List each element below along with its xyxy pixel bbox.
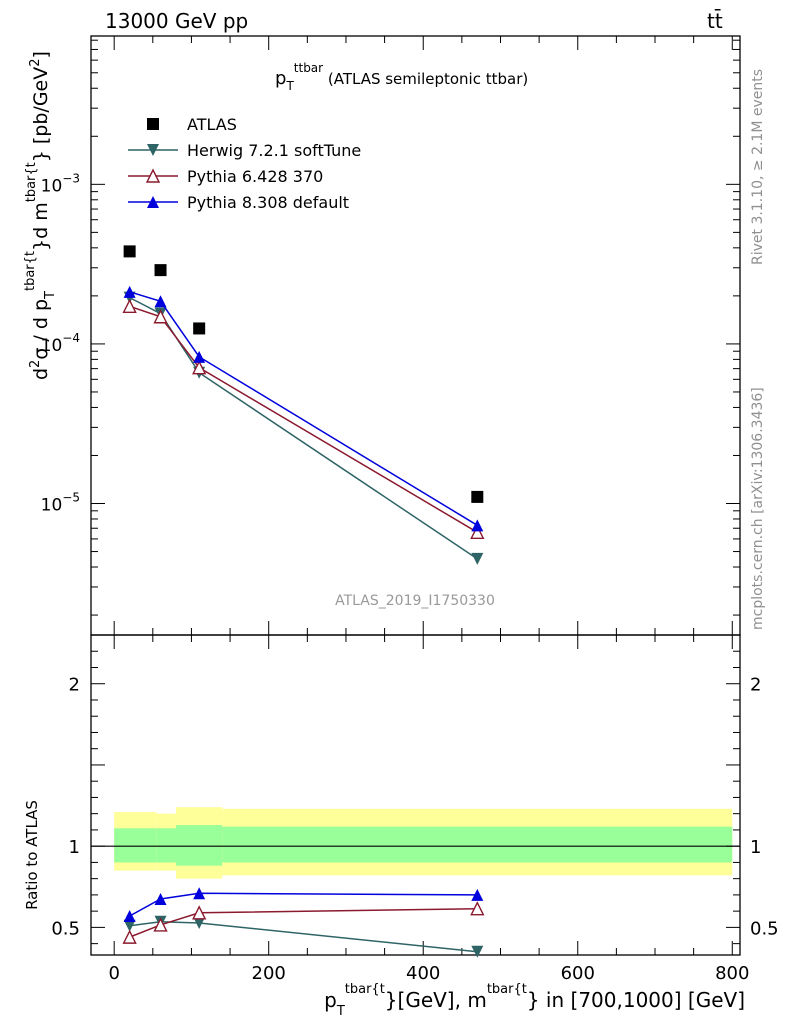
ratio-y-tick-label-right-2: 2 xyxy=(750,675,761,696)
ratio-y-tick-label-0: 0.5 xyxy=(51,918,80,939)
legend-marker-2 xyxy=(145,168,161,183)
rivet-label: Rivet 3.1.10, ≥ 2.1M events xyxy=(750,69,766,265)
main-point-2-3 xyxy=(470,524,485,540)
ratio-band-inner-1 xyxy=(156,828,176,863)
ratio-point-1-0 xyxy=(122,929,137,944)
legend-label-1: Herwig 7.2.1 softTune xyxy=(187,141,361,160)
x-tick-label-4: 800 xyxy=(715,963,749,984)
ratio-band-inner-3 xyxy=(222,826,733,863)
ratio-point-2-0 xyxy=(123,910,136,923)
plot-title: pTttbar (ATLAS semileptonic ttbar) xyxy=(275,61,528,93)
main-point-2-2 xyxy=(192,360,207,375)
ratio-y-tick-label-right-0: 0.5 xyxy=(750,918,779,939)
main-point-0-0 xyxy=(123,245,136,258)
x-tick-label-1: 200 xyxy=(252,963,286,984)
ratio-band-inner-0 xyxy=(114,828,157,863)
ratio-point-2-3 xyxy=(471,888,484,901)
main-point-3-0 xyxy=(123,285,136,298)
ratio-point-0-2 xyxy=(193,917,206,929)
legend-label-0: ATLAS xyxy=(187,115,237,134)
main-point-0-1 xyxy=(154,264,167,277)
ratio-point-1-3 xyxy=(470,901,485,916)
ratio-y-axis-label: Ratio to ATLAS xyxy=(23,800,41,910)
legend-label-3: Pythia 8.308 default xyxy=(187,193,349,212)
ratio-series-line-0 xyxy=(129,920,478,953)
main-point-2-1 xyxy=(153,309,168,324)
main-series-line-2 xyxy=(129,305,478,533)
main-y-tick-label-1: 10−4 xyxy=(41,331,80,356)
ratio-point-2-1 xyxy=(154,892,167,905)
ratio-point-1-1 xyxy=(153,917,168,932)
ratio-y-tick-label-right-1: 1 xyxy=(750,837,761,858)
header-process: tt̄ xyxy=(707,8,723,33)
main-y-axis-label: d2σ / d pTtbar{t}d mtbar{t} [pb/GeV2] xyxy=(23,51,58,380)
main-point-2-0 xyxy=(122,298,137,314)
legend-marker-1 xyxy=(147,144,159,156)
x-tick-label-2: 400 xyxy=(406,963,440,984)
ratio-point-0-3 xyxy=(471,945,484,958)
main-point-3-1 xyxy=(154,295,167,308)
legend-label-2: Pythia 6.428 370 xyxy=(187,167,323,186)
header-collision: 13000 GeV pp xyxy=(105,9,248,33)
x-tick-label-3: 600 xyxy=(561,963,595,984)
mcplots-label: mcplots.cern.ch [arXiv:1306.3436] xyxy=(750,387,766,630)
legend-marker-0 xyxy=(147,118,159,130)
x-tick-label-0: 0 xyxy=(108,963,119,984)
main-point-0-2 xyxy=(193,322,206,335)
ratio-series-line-2 xyxy=(129,892,478,917)
legend-marker-3 xyxy=(147,196,159,208)
ratio-point-0-0 xyxy=(123,919,136,932)
ratio-series-line-1 xyxy=(129,907,478,938)
x-axis-label: pTtbar{t}[GeV], mtbar{t} in [700,1000] [… xyxy=(324,982,745,1019)
ratio-frame xyxy=(90,634,741,956)
ratio-point-2-2 xyxy=(193,887,206,900)
main-y-tick-label-0: 10−5 xyxy=(41,491,80,516)
main-point-1-3 xyxy=(471,552,484,565)
ratio-y-tick-label-1: 1 xyxy=(69,837,80,858)
ratio-point-1-2 xyxy=(192,905,207,920)
main-series-line-3 xyxy=(129,291,478,526)
main-series-line-1 xyxy=(129,296,478,560)
main-point-3-3 xyxy=(471,519,484,532)
analysis-watermark: ATLAS_2019_I1750330 xyxy=(335,593,495,609)
main-y-tick-label-2: 10−3 xyxy=(41,171,80,196)
ratio-band-inner-2 xyxy=(175,825,223,866)
main-point-3-2 xyxy=(193,350,206,363)
ratio-y-tick-label-2: 2 xyxy=(69,675,80,696)
main-point-0-3 xyxy=(471,490,484,503)
